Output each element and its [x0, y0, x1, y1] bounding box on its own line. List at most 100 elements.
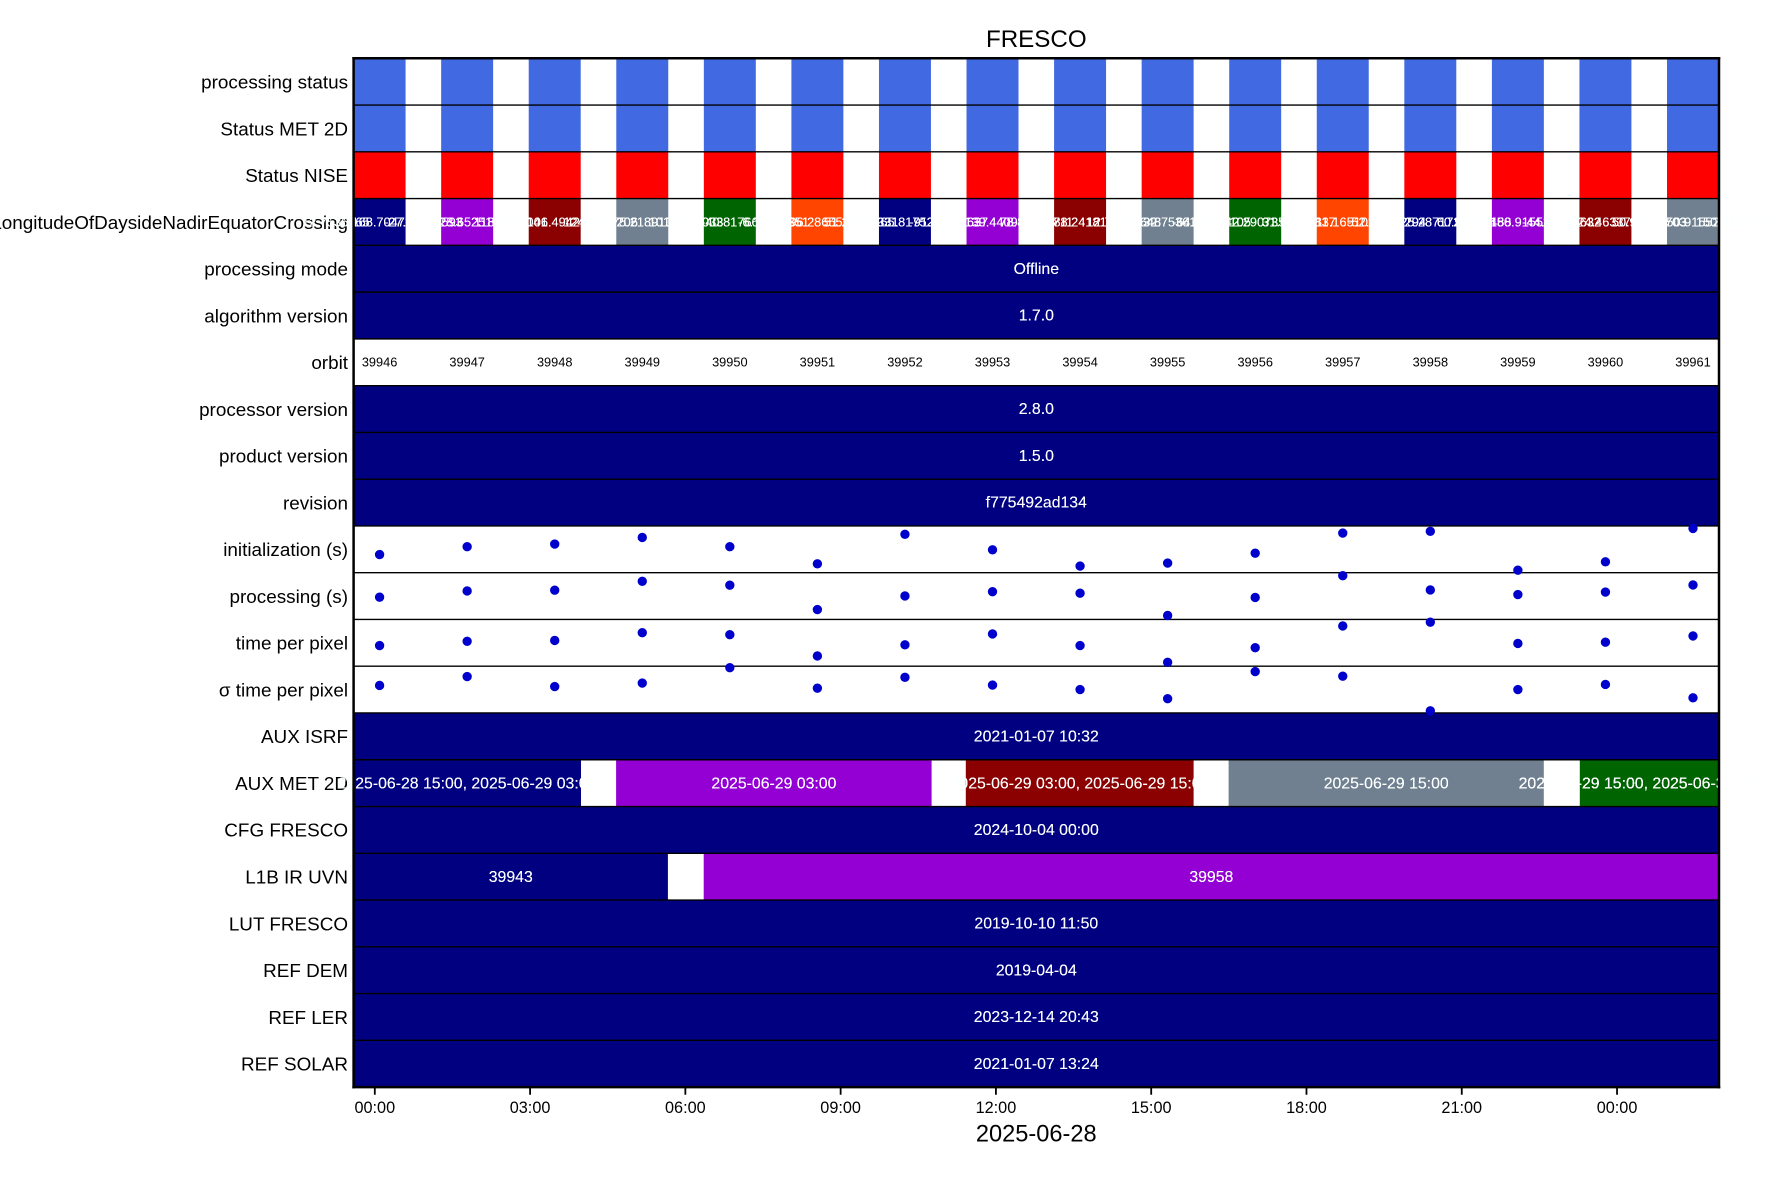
svg-text:88.24181: 88.24181: [1053, 214, 1106, 229]
svg-text:-6.11865351: -6.11865351: [738, 214, 809, 229]
svg-text:78.82102711: 78.82102711: [999, 214, 1073, 229]
svg-text:39943: 39943: [489, 869, 533, 886]
svg-text:150.91552734: 150.91552734: [1696, 214, 1771, 229]
svg-text:2024-10-04 00:00: 2024-10-04 00:00: [974, 822, 1099, 839]
svg-text:orbit: orbit: [311, 353, 348, 374]
svg-text:06:00: 06:00: [665, 1099, 706, 1117]
svg-text:50.91552703: 50.91552703: [1612, 214, 1687, 229]
svg-text:150.915527: 150.915527: [1659, 214, 1726, 229]
svg-text:101.0921033: 101.0921033: [649, 214, 724, 229]
svg-text:2021-01-07 10:32: 2021-01-07 10:32: [974, 728, 1099, 745]
svg-text:2025-06-29 03:00: 2025-06-29 03:00: [711, 775, 836, 792]
svg-text:2019-10-10 11:50: 2019-10-10 11:50: [974, 916, 1098, 933]
svg-text:σ time per pixel: σ time per pixel: [219, 680, 348, 701]
svg-text:-96.286555: -96.286555: [785, 214, 850, 229]
svg-text:39948: 39948: [537, 355, 573, 370]
svg-text:39951: 39951: [800, 355, 836, 370]
svg-text:150.91552734: 150.91552734: [1696, 214, 1771, 229]
svg-text:42.290735: 42.290735: [1225, 214, 1285, 229]
svg-text:-28.652515: -28.652515: [435, 214, 500, 229]
svg-text:2021-01-07 10:32: 2021-01-07 10:32: [974, 728, 1099, 745]
svg-text:-40.81766: -40.81766: [701, 214, 758, 229]
svg-text:15:00: 15:00: [1131, 1099, 1172, 1117]
svg-text:21:00: 21:00: [1441, 1099, 1482, 1117]
svg-text:31.65102117: 31.65102117: [1262, 214, 1336, 229]
svg-text:processing status: processing status: [201, 73, 348, 94]
svg-text:L1B IR UVN: L1B IR UVN: [245, 868, 348, 889]
svg-text:-27.23165593: -27.23165593: [384, 214, 463, 229]
svg-text:39961: 39961: [1675, 355, 1711, 370]
svg-text:39956: 39956: [1237, 355, 1273, 370]
svg-text:-139.44093: -139.44093: [960, 214, 1025, 229]
svg-text:2021-01-07 13:24: 2021-01-07 13:24: [974, 1056, 1099, 1073]
svg-text:2019-04-04: 2019-04-04: [996, 962, 1077, 979]
svg-text:-106.49421: -106.49421: [522, 214, 587, 229]
svg-text:-64.29073105: -64.29073105: [1172, 214, 1251, 229]
svg-text:AUX ISRF: AUX ISRF: [261, 727, 348, 748]
svg-text:revision: revision: [283, 493, 348, 514]
svg-text:12.75360648: 12.75360648: [1087, 214, 1162, 229]
svg-text:-124.0815206: -124.0815206: [559, 214, 638, 229]
svg-text:1.7.0: 1.7.0: [1019, 308, 1054, 325]
svg-text:f775492ad134: f775492ad134: [986, 495, 1087, 512]
svg-text:12.75360648: 12.75360648: [1087, 214, 1162, 229]
svg-text:-150.91552: -150.91552: [1486, 214, 1551, 229]
svg-text:101.0921033: 101.0921033: [649, 214, 724, 229]
svg-text:78.82102711: 78.82102711: [999, 214, 1073, 229]
svg-text:-27.23165593: -27.23165593: [384, 214, 463, 229]
svg-text:51.23286331: 51.23286331: [824, 214, 899, 229]
svg-text:-64.29073105: -64.29073105: [1172, 214, 1251, 229]
svg-text:2.8.0: 2.8.0: [1019, 401, 1054, 418]
svg-text:2025-06-29 15:00, 2025-06-30 0: 2025-06-29 15:00, 2025-06-30 03:00: [1519, 775, 1771, 792]
svg-text:Offline: Offline: [1014, 261, 1060, 278]
svg-text:f775492ad134: f775492ad134: [986, 495, 1087, 512]
svg-text:60.91552488: 60.91552488: [1437, 214, 1512, 229]
svg-text:39957: 39957: [1325, 355, 1361, 370]
svg-text:-32.75361: -32.75361: [1139, 214, 1197, 229]
svg-text:25.287172: 25.287172: [1400, 214, 1460, 229]
svg-text:-139.44093: -139.44093: [960, 214, 1025, 229]
svg-text:1.5.0: 1.5.0: [1019, 448, 1054, 465]
svg-text:60.91552488: 60.91552488: [1437, 214, 1512, 229]
svg-text:-65.81752: -65.81752: [876, 214, 934, 229]
svg-text:product version: product version: [219, 447, 348, 468]
svg-text:2025-06-29 15:00, 2025-06-30 0: 2025-06-29 15:00, 2025-06-30 03:00: [1519, 775, 1771, 792]
svg-text:-27.23165593: -27.23165593: [384, 214, 463, 229]
svg-text:CFG FRESCO: CFG FRESCO: [224, 821, 348, 842]
svg-text:-65.81752: -65.81752: [876, 214, 934, 229]
svg-text:Status MET 2D: Status MET 2D: [220, 119, 348, 140]
svg-text:-83.165102: -83.165102: [1310, 214, 1375, 229]
svg-text:00:00: 00:00: [1597, 1099, 1638, 1117]
svg-text:51.23286331: 51.23286331: [824, 214, 899, 229]
svg-text:25.287172: 25.287172: [1400, 214, 1460, 229]
svg-text:09:00: 09:00: [820, 1099, 861, 1117]
svg-text:2019-10-10 11:50: 2019-10-10 11:50: [974, 916, 1098, 933]
svg-text:50.91552703: 50.91552703: [1612, 214, 1687, 229]
svg-text:2025-06-28 15:00, 2025-06-29 0: 2025-06-28 15:00, 2025-06-29 03:00: [338, 775, 597, 792]
svg-text:-150.91552: -150.91552: [1486, 214, 1551, 229]
svg-text:-91.24408637: -91.24408637: [909, 214, 988, 229]
svg-text:39946: 39946: [362, 355, 398, 370]
svg-text:51.23286331: 51.23286331: [824, 214, 899, 229]
svg-text:processor version: processor version: [199, 400, 348, 421]
svg-text:39958: 39958: [1189, 869, 1233, 886]
svg-text:39943: 39943: [489, 869, 533, 886]
svg-text:78.82102711: 78.82102711: [999, 214, 1073, 229]
svg-text:2024-10-04 00:00: 2024-10-04 00:00: [974, 822, 1099, 839]
svg-text:initialization (s): initialization (s): [223, 540, 348, 561]
svg-text:12:00: 12:00: [976, 1099, 1017, 1117]
svg-text:50.91552703: 50.91552703: [1612, 214, 1687, 229]
svg-text:-124.0815206: -124.0815206: [559, 214, 638, 229]
svg-text:2023-12-14 20:43: 2023-12-14 20:43: [974, 1009, 1099, 1026]
svg-text:time per pixel: time per pixel: [236, 634, 348, 655]
svg-text:150.915527: 150.915527: [1659, 214, 1726, 229]
svg-text:REF DEM: REF DEM: [263, 961, 348, 982]
svg-text:-52.87172294: -52.87172294: [1347, 214, 1426, 229]
svg-text:Offline: Offline: [1014, 261, 1060, 278]
svg-text:18:00: 18:00: [1286, 1099, 1327, 1117]
svg-text:39959: 39959: [1500, 355, 1536, 370]
svg-text:-6.11865351: -6.11865351: [738, 214, 809, 229]
svg-text:-168.70472: -168.70472: [347, 214, 412, 229]
svg-text:88.24181: 88.24181: [1053, 214, 1106, 229]
svg-text:00:00: 00:00: [354, 1099, 395, 1117]
